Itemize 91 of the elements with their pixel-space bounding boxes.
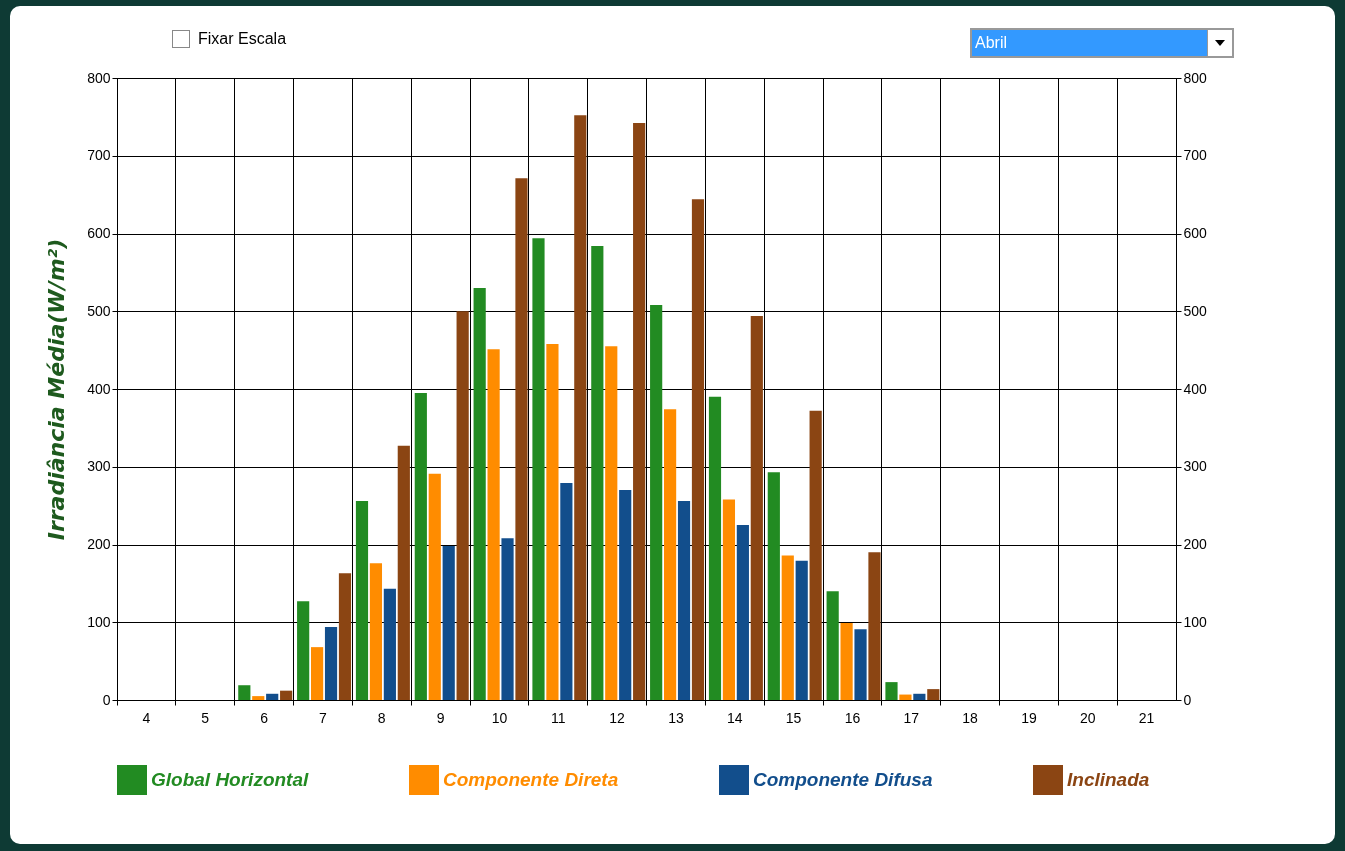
x-tick-label: 8 <box>377 709 386 726</box>
x-tick-label: 11 <box>550 709 566 726</box>
bar <box>473 287 486 700</box>
bar <box>885 682 898 700</box>
bar <box>781 555 794 700</box>
y2-tick-label: 200 <box>1183 536 1208 552</box>
x-tick-label: 9 <box>436 709 445 726</box>
bar <box>722 499 736 700</box>
y2-tick-label: 500 <box>1183 302 1208 319</box>
y2-tick-label: 100 <box>1183 613 1208 630</box>
bar <box>456 311 469 700</box>
x-tick-label: 4 <box>142 709 151 726</box>
dropdown: Abril <box>970 28 1234 58</box>
bar <box>795 560 808 700</box>
bar <box>442 546 455 700</box>
y-tick-label: 700 <box>87 147 111 164</box>
y2-tick-label: 600 <box>1183 225 1208 241</box>
bar <box>677 500 691 700</box>
y-tick-label: 0 <box>102 691 111 708</box>
x-tick-label: 12 <box>609 709 626 726</box>
bar <box>736 525 749 700</box>
bar <box>280 690 293 700</box>
bar <box>868 552 881 700</box>
x-tick-label: 5 <box>201 709 210 726</box>
x-tick-label: 21 <box>1138 709 1155 726</box>
y-tick-label: 600 <box>87 225 111 241</box>
bar <box>252 696 265 700</box>
bar <box>691 199 705 700</box>
legend-label: Inclinada <box>1067 769 1150 790</box>
y-tick-label: 400 <box>87 380 111 397</box>
bar <box>809 410 822 700</box>
bar <box>532 238 545 700</box>
x-tick-label: 7 <box>319 709 328 726</box>
legend-label: Componente Direta <box>443 769 619 790</box>
bar <box>650 305 663 700</box>
bar <box>266 693 279 700</box>
bar <box>560 483 573 700</box>
x-tick-label: 16 <box>844 709 861 726</box>
y-tick-label: 500 <box>87 302 111 319</box>
bar <box>619 490 632 700</box>
bar <box>487 349 500 700</box>
y2-tick-label: 0 <box>1183 691 1192 708</box>
bar <box>899 694 912 700</box>
bar <box>605 346 618 700</box>
bar <box>311 647 324 700</box>
x-tick-label: 6 <box>260 709 269 726</box>
bar <box>840 623 853 700</box>
bar <box>369 563 383 700</box>
bar <box>767 472 780 700</box>
x-tick-label: 10 <box>491 709 508 726</box>
bar <box>546 343 559 700</box>
bar <box>854 629 867 700</box>
x-tick-label: 20 <box>1079 709 1096 726</box>
y2-tick-label: 700 <box>1183 147 1208 164</box>
y2-tick-label: 800 <box>1183 69 1208 86</box>
y2-tick-label: 400 <box>1183 380 1208 397</box>
bar <box>297 601 310 700</box>
y-tick-label: 300 <box>87 458 111 475</box>
legend-label: Global Horizontal <box>151 769 309 790</box>
bar <box>664 409 677 700</box>
bar <box>397 445 410 700</box>
bar <box>414 392 427 700</box>
bar <box>826 591 839 700</box>
legend-label: Componente Difusa <box>753 769 933 790</box>
bar <box>338 573 352 700</box>
x-tick-label: 19 <box>1021 709 1037 726</box>
bar <box>913 693 926 700</box>
y-tick-label: 100 <box>87 613 111 630</box>
bar <box>238 685 251 700</box>
x-tick-label: 13 <box>668 709 684 726</box>
bar <box>428 473 441 700</box>
bar <box>515 178 528 700</box>
y-axis-title: Irradiância Média(W/m²) <box>44 238 70 541</box>
x-tick-label: 18 <box>962 709 979 726</box>
y-tick-label: 800 <box>87 69 111 86</box>
x-tick-label: 14 <box>726 709 743 726</box>
x-tick-label: 17 <box>903 709 920 726</box>
bar <box>574 115 587 700</box>
bar <box>927 689 940 700</box>
bar <box>383 588 396 700</box>
bar <box>591 245 604 700</box>
bar <box>708 396 722 700</box>
text: Fixar Escala <box>198 30 287 48</box>
bar <box>750 315 763 700</box>
bar <box>324 626 338 700</box>
y-tick-label: 200 <box>87 536 111 552</box>
bar <box>355 500 369 700</box>
y2-tick-label: 300 <box>1183 458 1208 475</box>
x-tick-label: 15 <box>785 709 802 726</box>
bar <box>633 123 646 700</box>
bar <box>501 538 514 700</box>
